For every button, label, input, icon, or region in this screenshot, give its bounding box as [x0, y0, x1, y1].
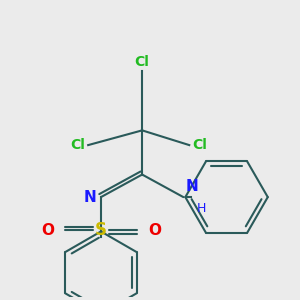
Text: O: O — [148, 223, 161, 238]
Text: H: H — [197, 202, 206, 215]
Text: N: N — [83, 190, 96, 205]
Text: Cl: Cl — [135, 55, 150, 68]
Text: N: N — [185, 179, 198, 194]
Text: O: O — [41, 223, 54, 238]
Text: Cl: Cl — [192, 138, 207, 152]
Text: Cl: Cl — [70, 138, 85, 152]
Text: S: S — [95, 221, 107, 239]
